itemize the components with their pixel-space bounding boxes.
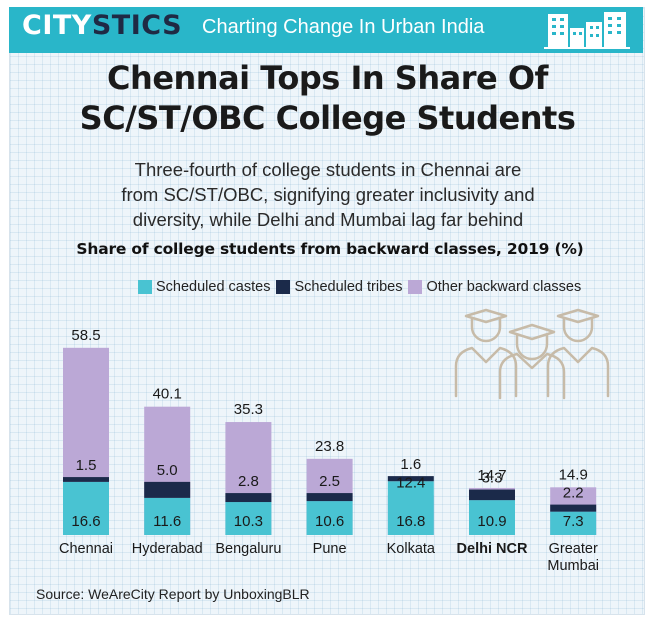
skyline-icon — [544, 12, 630, 49]
bar-sc-5 — [469, 500, 515, 535]
legend-label-obc: Other backward classes — [426, 279, 582, 295]
title-line-2: SC/ST/OBC College Students — [79, 99, 576, 137]
legend-item-st: Scheduled tribes — [276, 279, 402, 295]
bar-sc-2 — [225, 502, 272, 535]
subtitle-line-3: diversity, while Delhi and Mumbai lag fa… — [132, 209, 524, 230]
data-label-st-6: 2.2 — [563, 485, 584, 502]
legend-swatch-obc — [408, 280, 423, 294]
source-note: Source: WeAreCity Report by UnboxingBLR — [36, 586, 310, 602]
data-label-sc-0: 16.6 — [71, 513, 100, 530]
data-label-obc-2: 35.3 — [234, 401, 263, 418]
header-bar — [9, 7, 643, 53]
category-label-4: Kolkata — [387, 541, 436, 557]
category-label-2: Bengaluru — [215, 541, 281, 557]
bar-st-2 — [225, 493, 272, 503]
data-label-sc-6: 7.3 — [563, 513, 584, 530]
legend-item-sc: Scheduled castes — [138, 279, 270, 295]
brand-part2: STICS — [91, 10, 183, 41]
data-label-sc-1: 11.6 — [153, 513, 181, 530]
data-label-obc-5: 14.7 — [477, 467, 506, 484]
bar-st-6 — [550, 504, 597, 512]
data-label-obc-4: 12.4 — [396, 474, 425, 491]
category-label-5: Delhi NCR — [457, 541, 528, 557]
brand-part1: CITY — [22, 10, 92, 41]
category-label-6: Greater Mumbai — [547, 541, 599, 574]
bar-st-3 — [306, 493, 353, 502]
category-label-0: Chennai — [59, 541, 113, 557]
data-label-sc-2: 10.3 — [234, 513, 263, 530]
data-label-st-1: 5.0 — [157, 462, 178, 479]
legend-label-st: Scheduled tribes — [294, 279, 403, 295]
data-label-st-0: 1.5 — [76, 457, 97, 474]
bar-st-4 — [387, 476, 434, 482]
data-label-obc-1: 40.1 — [153, 386, 182, 403]
data-label-sc-4: 16.8 — [396, 513, 425, 530]
bar-sc-3 — [306, 501, 353, 535]
bar-st-1 — [144, 481, 191, 498]
chart-title: Share of college students from backward … — [76, 240, 584, 258]
legend-swatch-st — [276, 280, 291, 294]
chart-legend: Scheduled castes Scheduled tribes Other … — [138, 277, 587, 297]
bar-st-0 — [63, 477, 109, 482]
category-label-1: Hyderabad — [132, 541, 203, 557]
bar-st-5 — [469, 489, 515, 501]
data-label-obc-3: 23.8 — [315, 438, 344, 455]
bar-sc-1 — [144, 497, 191, 535]
page-subtitle: Three-fourth of college students in Chen… — [78, 157, 578, 232]
data-label-st-3: 2.5 — [319, 473, 340, 490]
page-title: Chennai Tops In Share Of SC/ST/OBC Colle… — [60, 58, 595, 138]
legend-item-obc: Other backward classes — [408, 279, 581, 295]
category-label-3: Pune — [313, 541, 347, 557]
infographic-card — [9, 7, 645, 615]
bar-sc-4 — [387, 481, 434, 535]
data-label-st-5: 3.3 — [482, 470, 503, 487]
data-label-st-4: 1.6 — [400, 456, 421, 473]
data-label-sc-5: 10.9 — [477, 513, 506, 530]
brand-logo: CITYSTICS — [22, 9, 182, 43]
data-label-obc-6: 14.9 — [559, 466, 588, 483]
subtitle-line-2: from SC/ST/OBC, signifying greater inclu… — [121, 184, 535, 205]
data-label-st-2: 2.8 — [238, 473, 259, 490]
graduates-icon — [454, 308, 610, 400]
bar-sc-6 — [550, 511, 597, 535]
data-label-sc-3: 10.6 — [315, 513, 344, 530]
bar-sc-0 — [63, 481, 109, 535]
title-line-1: Chennai Tops In Share Of — [107, 59, 548, 97]
legend-label-sc: Scheduled castes — [156, 279, 271, 295]
tagline: Charting Change In Urban India — [202, 16, 485, 38]
legend-swatch-sc — [138, 280, 152, 294]
data-label-obc-0: 58.5 — [71, 327, 100, 344]
subtitle-line-1: Three-fourth of college students in Chen… — [134, 159, 522, 180]
